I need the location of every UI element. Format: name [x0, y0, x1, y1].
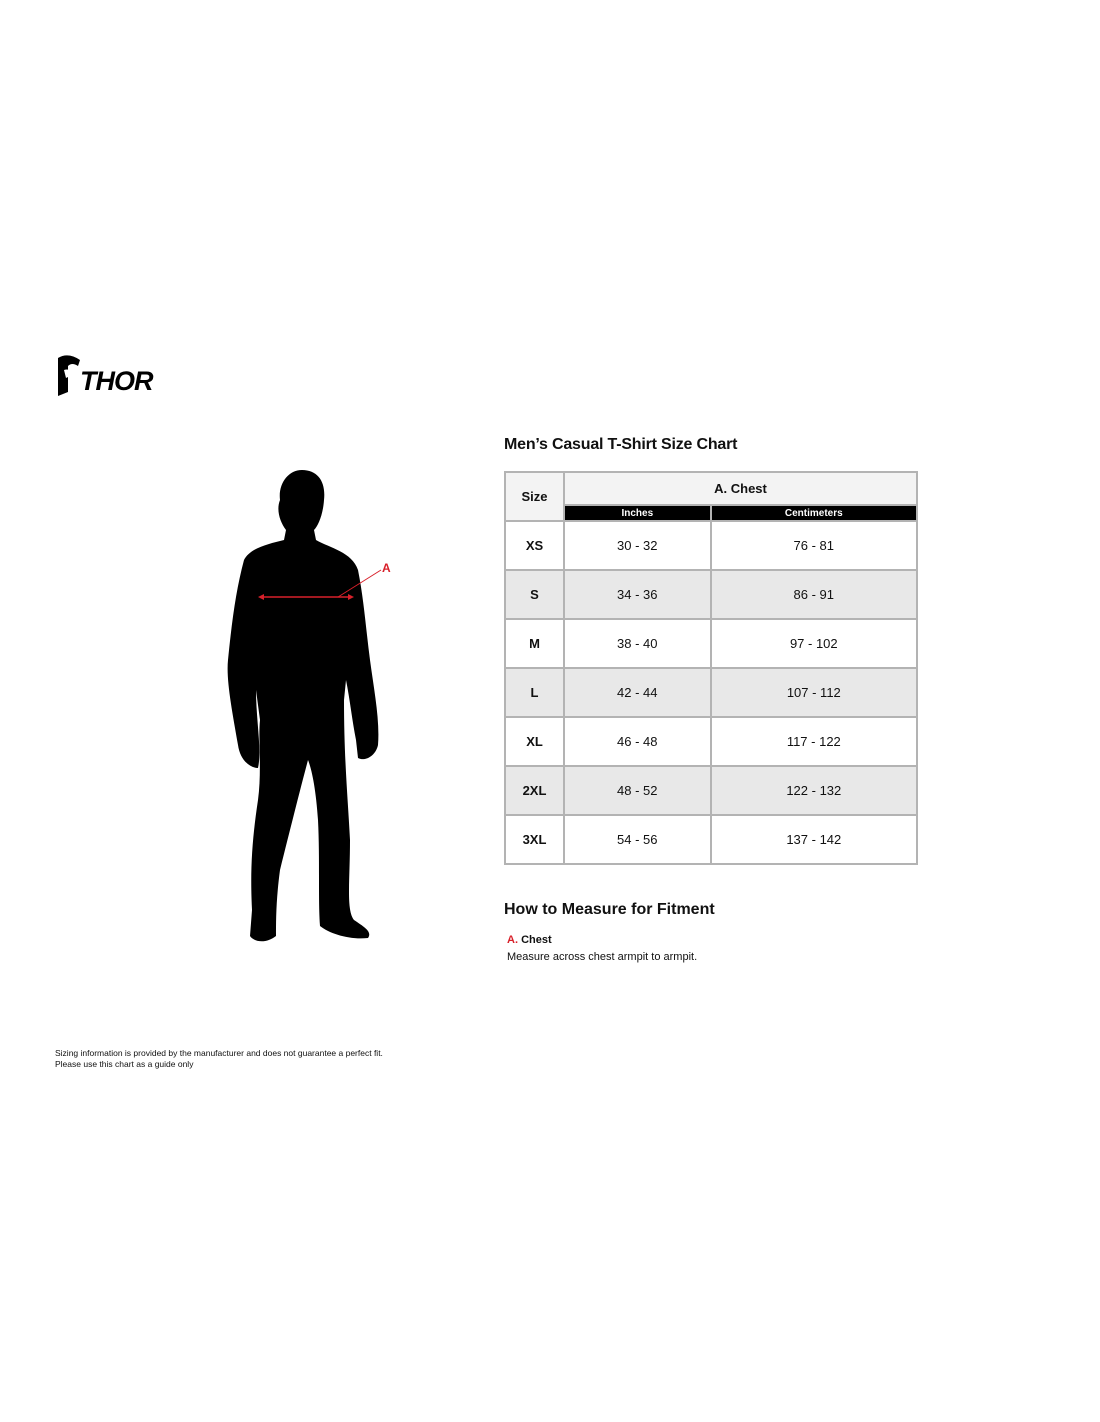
table-row: M 38 - 40 97 - 102: [504, 618, 919, 669]
centimeters-header: Centimeters: [709, 504, 919, 522]
centimeters-cell: 137 - 142: [709, 814, 919, 865]
centimeters-cell: 86 - 91: [709, 569, 919, 620]
measure-description: Measure across chest armpit to armpit.: [507, 951, 698, 963]
size-cell: XL: [504, 716, 565, 767]
table-row: XS 30 - 32 76 - 81: [504, 520, 919, 571]
size-cell: 3XL: [504, 814, 565, 865]
svg-text:THOR: THOR: [80, 366, 154, 396]
measure-name: Chest: [521, 934, 552, 946]
centimeters-cell: 107 - 112: [709, 667, 919, 718]
chest-header: A. Chest: [563, 471, 918, 506]
centimeters-cell: 117 - 122: [709, 716, 919, 767]
table-row: 2XL 48 - 52 122 - 132: [504, 765, 919, 816]
centimeters-cell: 76 - 81: [709, 520, 919, 571]
chart-title: Men’s Casual T-Shirt Size Chart: [504, 436, 738, 453]
inches-header: Inches: [563, 504, 712, 522]
body-silhouette: A: [227, 470, 391, 942]
inches-cell: 38 - 40: [563, 618, 712, 669]
size-cell: S: [504, 569, 565, 620]
measure-item-label: A. Chest: [507, 934, 552, 946]
centimeters-cell: 97 - 102: [709, 618, 919, 669]
table-row: S 34 - 36 86 - 91: [504, 569, 919, 620]
inches-cell: 48 - 52: [563, 765, 712, 816]
table-row: XL 46 - 48 117 - 122: [504, 716, 919, 767]
table-row: L 42 - 44 107 - 112: [504, 667, 919, 718]
size-cell: 2XL: [504, 765, 565, 816]
size-header: Size: [504, 471, 565, 522]
measure-letter: A.: [507, 934, 518, 946]
measure-title: How to Measure for Fitment: [504, 901, 715, 918]
size-cell: L: [504, 667, 565, 718]
disclaimer: Sizing information is provided by the ma…: [55, 1048, 383, 1070]
inches-cell: 54 - 56: [563, 814, 712, 865]
table-row: 3XL 54 - 56 137 - 142: [504, 814, 919, 865]
disclaimer-line: Please use this chart as a guide only: [55, 1059, 194, 1069]
inches-cell: 30 - 32: [563, 520, 712, 571]
thor-logo: THOR: [58, 355, 155, 396]
marker-label: A: [382, 561, 391, 575]
inches-cell: 34 - 36: [563, 569, 712, 620]
centimeters-cell: 122 - 132: [709, 765, 919, 816]
size-cell: M: [504, 618, 565, 669]
inches-cell: 42 - 44: [563, 667, 712, 718]
size-cell: XS: [504, 520, 565, 571]
disclaimer-line: Sizing information is provided by the ma…: [55, 1048, 383, 1058]
inches-cell: 46 - 48: [563, 716, 712, 767]
size-table: Size A. Chest Inches Centimeters XS 30 - …: [504, 471, 919, 865]
